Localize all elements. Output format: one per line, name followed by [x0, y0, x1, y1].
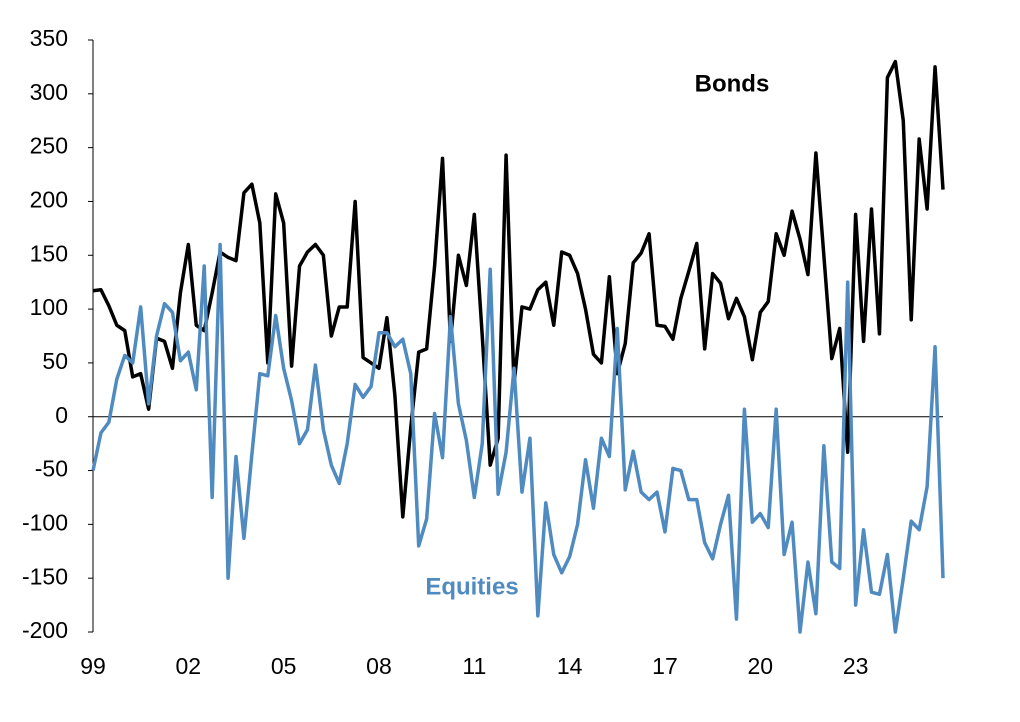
y-tick-label: 150	[30, 240, 68, 266]
y-tick-label: 100	[30, 294, 68, 320]
y-tick-label: 250	[30, 133, 68, 159]
y-tick-label: 50	[42, 348, 68, 374]
y-tick-label: -150	[22, 563, 68, 589]
x-tick-label: 11	[462, 653, 486, 679]
series-label: Bonds	[695, 70, 770, 97]
x-tick-label: 23	[843, 653, 869, 679]
y-tick-label: 200	[30, 187, 68, 213]
y-tick-label: -100	[22, 509, 68, 535]
y-tick-label: 0	[55, 402, 68, 428]
x-tick-label: 08	[366, 653, 392, 679]
y-tick-label: -200	[22, 617, 68, 643]
series-line	[92, 59, 945, 519]
x-tick-label: 17	[652, 653, 678, 679]
y-tick-label: 350	[30, 25, 68, 51]
x-tick-label: 05	[271, 653, 297, 679]
series-line	[91, 242, 945, 634]
y-tick-label: 300	[30, 79, 68, 105]
x-tick-label: 99	[80, 653, 106, 679]
series-label: Equities	[425, 573, 518, 600]
x-tick-label: 14	[557, 653, 583, 679]
y-tick-label: -50	[35, 456, 68, 482]
x-tick-label: 02	[176, 653, 202, 679]
x-tick-label: 20	[747, 653, 773, 679]
